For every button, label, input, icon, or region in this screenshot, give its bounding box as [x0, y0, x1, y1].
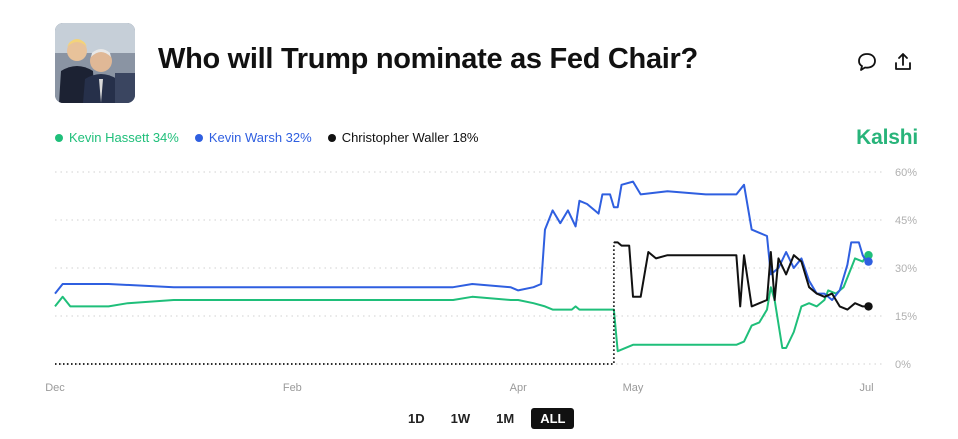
x-tick-label: Apr [510, 382, 527, 394]
comment-icon[interactable] [855, 50, 879, 74]
series-end-dot-kevin-warsh [864, 257, 873, 266]
x-tick-label: Feb [283, 382, 302, 394]
legend-dot [327, 133, 336, 142]
legend-label: Kevin Hassett 34% [69, 130, 179, 145]
legend-item-hassett: Kevin Hassett 34% [55, 130, 179, 145]
x-tick-label: Jul [859, 382, 873, 394]
legend-dot [194, 133, 203, 142]
series-end-dot-christopher-waller [864, 302, 873, 311]
market-thumbnail [55, 23, 135, 103]
range-tab-1m[interactable]: 1M [496, 411, 515, 426]
chart-legend: Kevin Hassett 34% Kevin Warsh 32% Christ… [55, 130, 478, 145]
range-tab-1w[interactable]: 1W [450, 411, 471, 426]
series-end-dot-kevin-hassett [864, 251, 873, 260]
legend-label: Christopher Waller 18% [341, 130, 479, 145]
legend-dot [55, 133, 63, 142]
y-tick-label: 60% [895, 167, 917, 179]
y-tick-label: 30% [895, 263, 917, 275]
share-icon[interactable] [891, 50, 915, 74]
range-tabs: 1D 1W 1M ALL [399, 408, 575, 429]
y-tick-label: 15% [895, 311, 917, 323]
page-title: Who will Trump nominate as Fed Chair? [158, 43, 698, 75]
brand-logo: Kalshi [856, 126, 918, 149]
legend-item-waller: Christopher Waller 18% [327, 130, 479, 145]
market-thumbnail-image [55, 23, 135, 103]
y-tick-label: 0% [895, 359, 911, 371]
series-line-kevin-hassett [54, 254, 868, 353]
series-line-christopher-waller [613, 241, 867, 311]
line-chart: 0% 15% 30% 45% 60% Dec Feb Apr May Jul [45, 167, 917, 394]
x-tick-label: Dec [45, 382, 65, 394]
range-tab-all[interactable]: ALL [531, 408, 575, 429]
range-tab-1d[interactable]: 1D [408, 411, 425, 426]
series-line-kevin-warsh [54, 180, 868, 301]
x-tick-label: May [623, 382, 644, 394]
legend-item-warsh: Kevin Warsh 32% [194, 130, 312, 145]
y-tick-label: 45% [895, 215, 917, 227]
legend-label: Kevin Warsh 32% [208, 130, 312, 145]
